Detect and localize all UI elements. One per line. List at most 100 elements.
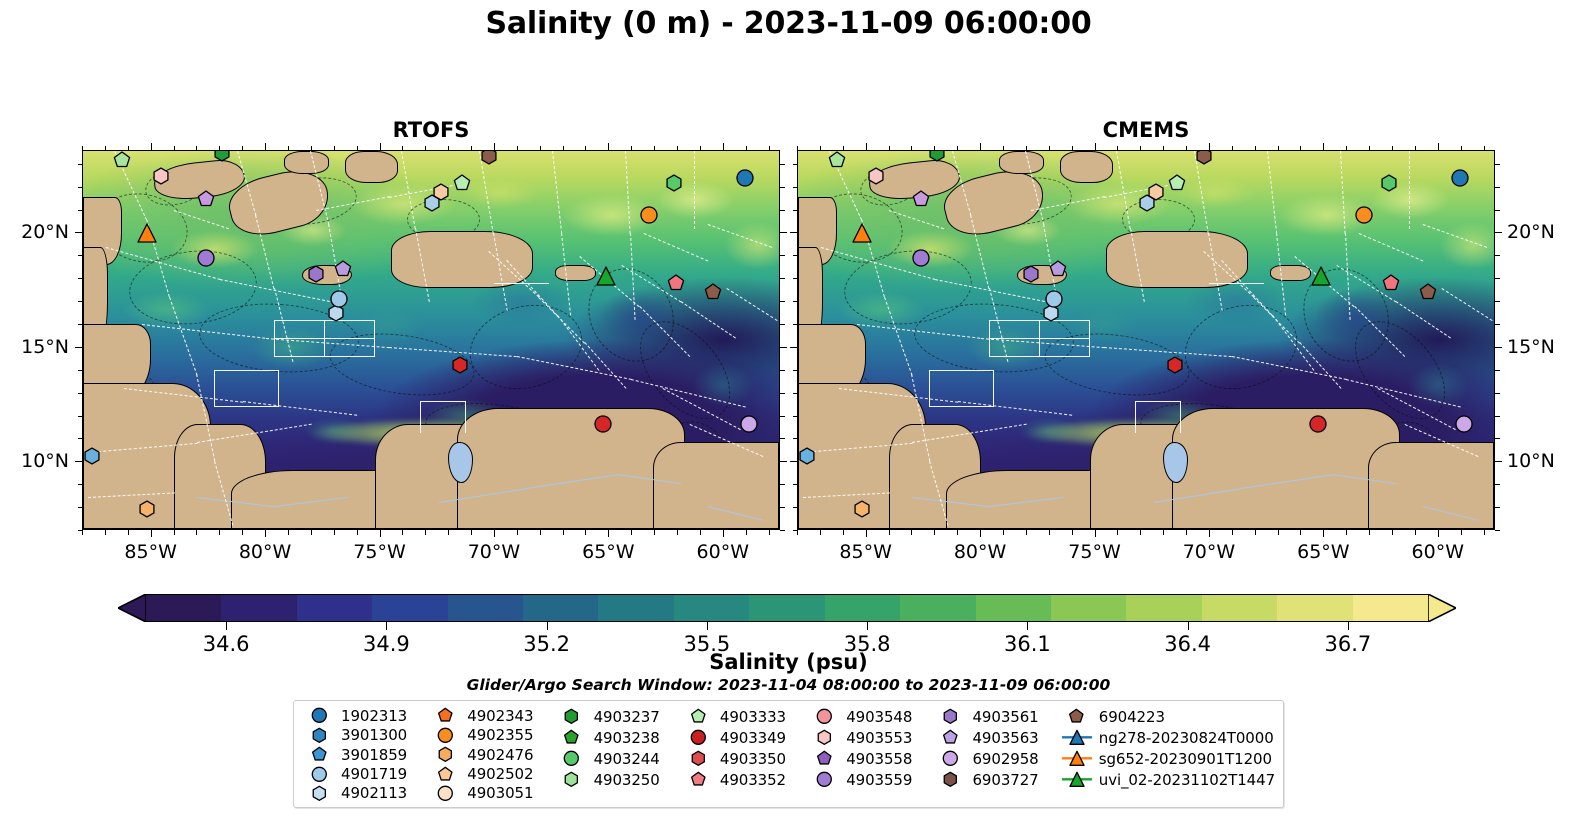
map-marker[interactable] — [1138, 194, 1157, 213]
map-marker[interactable] — [1168, 174, 1187, 193]
map-marker[interactable] — [1044, 290, 1063, 309]
map-marker[interactable] — [912, 249, 931, 268]
legend-entry[interactable]: 4902113 — [302, 784, 428, 803]
legend-entry[interactable]: 4902476 — [428, 745, 554, 764]
legend-entry[interactable]: 4902355 — [428, 725, 554, 744]
map-panel-cmems[interactable] — [797, 150, 1495, 530]
map-marker[interactable] — [213, 151, 232, 163]
legend-entry[interactable]: 4902343 — [428, 706, 554, 725]
legend-label: 4903559 — [846, 770, 913, 789]
legend-entry[interactable]: 6903727 — [933, 769, 1059, 790]
map-marker[interactable] — [432, 183, 451, 202]
legend-entry[interactable]: 3901300 — [302, 725, 428, 744]
legend-column: 4903237 4903238 4903244 4903250 — [555, 706, 681, 803]
map-marker[interactable] — [197, 249, 216, 268]
map-marker[interactable] — [928, 151, 947, 163]
lon-minor-tick — [127, 145, 129, 150]
lon-minor-tick — [1254, 530, 1256, 535]
map-marker[interactable] — [83, 447, 101, 466]
legend-entry[interactable]: 4903350 — [681, 748, 807, 769]
legend-entry[interactable]: 6902958 — [933, 748, 1059, 769]
legend-entry[interactable]: 4903559 — [807, 769, 933, 790]
map-marker[interactable] — [137, 223, 158, 244]
map-marker[interactable] — [112, 151, 131, 169]
map-marker[interactable] — [595, 266, 616, 287]
legend-entry[interactable]: 4903238 — [555, 727, 681, 748]
map-marker[interactable] — [667, 274, 686, 293]
colorbar[interactable]: 34.6 34.9 35.2 35.5 35.8 36.1 36.4 36.7 — [117, 593, 1457, 656]
lat-tick — [1495, 346, 1502, 348]
map-marker[interactable] — [594, 415, 613, 434]
legend-entry[interactable]: uvi_02-20231102T1447 — [1060, 769, 1275, 790]
map-marker[interactable] — [1049, 260, 1068, 279]
legend-entry[interactable]: sg652-20230901T1200 — [1060, 748, 1275, 769]
map-marker[interactable] — [704, 283, 723, 302]
legend-entry[interactable]: 4903333 — [681, 706, 807, 727]
map-marker[interactable] — [1382, 274, 1401, 293]
map-marker[interactable] — [1380, 174, 1399, 193]
map-marker[interactable] — [852, 223, 873, 244]
legend-entry[interactable]: 4901719 — [302, 764, 428, 783]
map-marker[interactable] — [197, 190, 216, 209]
map-marker[interactable] — [423, 194, 442, 213]
map-marker[interactable] — [1355, 205, 1374, 224]
legend-entry[interactable]: 4903561 — [933, 706, 1059, 727]
legend[interactable]: 1902313 3901300 3901859 4901719 4902113 49023… — [293, 700, 1284, 808]
map-marker[interactable] — [450, 356, 469, 375]
map-marker[interactable] — [138, 499, 157, 518]
map-marker[interactable] — [480, 151, 499, 165]
legend-entry[interactable]: 1902313 — [302, 706, 428, 725]
map-marker[interactable] — [853, 499, 872, 518]
lat-tick-label: 15°N — [21, 335, 69, 358]
map-marker[interactable] — [1309, 415, 1328, 434]
legend-entry[interactable]: 4903558 — [807, 748, 933, 769]
map-marker[interactable] — [1021, 265, 1040, 284]
legend-entry[interactable]: 4903237 — [555, 706, 681, 727]
map-marker[interactable] — [334, 260, 353, 279]
colorbar-segment — [296, 595, 373, 621]
map-marker[interactable] — [1310, 266, 1331, 287]
map-marker[interactable] — [827, 151, 846, 169]
map-marker[interactable] — [151, 167, 170, 186]
lon-minor-tick — [654, 145, 656, 150]
legend-entry[interactable]: 4903548 — [807, 706, 933, 727]
legend-entry[interactable]: 3901859 — [302, 745, 428, 764]
colorbar-tick — [1347, 622, 1349, 630]
legend-entry[interactable]: 4903244 — [555, 748, 681, 769]
legend-entry[interactable]: 6904223 — [1060, 706, 1275, 727]
map-marker[interactable] — [1455, 415, 1474, 434]
lake-maracaibo — [1163, 442, 1189, 484]
map-marker[interactable] — [329, 290, 348, 309]
map-marker[interactable] — [798, 447, 816, 466]
map-marker[interactable] — [640, 205, 659, 224]
map-marker[interactable] — [1195, 151, 1214, 165]
map-marker[interactable] — [453, 174, 472, 193]
legend-entry[interactable]: 4903563 — [933, 727, 1059, 748]
map-marker[interactable] — [1042, 303, 1061, 322]
map-marker[interactable] — [866, 167, 885, 186]
map-marker[interactable] — [1147, 183, 1166, 202]
colorbar-tick-label: 35.5 — [683, 632, 731, 656]
map-marker[interactable] — [740, 415, 759, 434]
legend-entry[interactable]: 4903352 — [681, 769, 807, 790]
lon-minor-tick — [539, 530, 541, 535]
legend-entry[interactable]: 4903250 — [555, 769, 681, 790]
legend-label: 4902476 — [467, 745, 534, 764]
map-marker[interactable] — [665, 174, 684, 193]
legend-entry[interactable]: ng278-20230824T0000 — [1060, 727, 1275, 748]
legend-label: 4902355 — [467, 726, 534, 745]
map-marker[interactable] — [735, 169, 754, 188]
legend-entry[interactable]: 4902502 — [428, 764, 554, 783]
map-marker[interactable] — [1165, 356, 1184, 375]
map-marker[interactable] — [327, 303, 346, 322]
map-marker[interactable] — [306, 265, 325, 284]
map-panel-rtofs[interactable] — [82, 150, 780, 530]
legend-entry[interactable]: 4903051 — [428, 784, 554, 803]
map-marker[interactable] — [912, 190, 931, 209]
map-marker[interactable] — [1450, 169, 1469, 188]
map-marker[interactable] — [1419, 283, 1438, 302]
legend-marker-icon — [430, 765, 460, 783]
legend-entry[interactable]: 4903553 — [807, 727, 933, 748]
landmass — [457, 408, 686, 529]
legend-entry[interactable]: 4903349 — [681, 727, 807, 748]
